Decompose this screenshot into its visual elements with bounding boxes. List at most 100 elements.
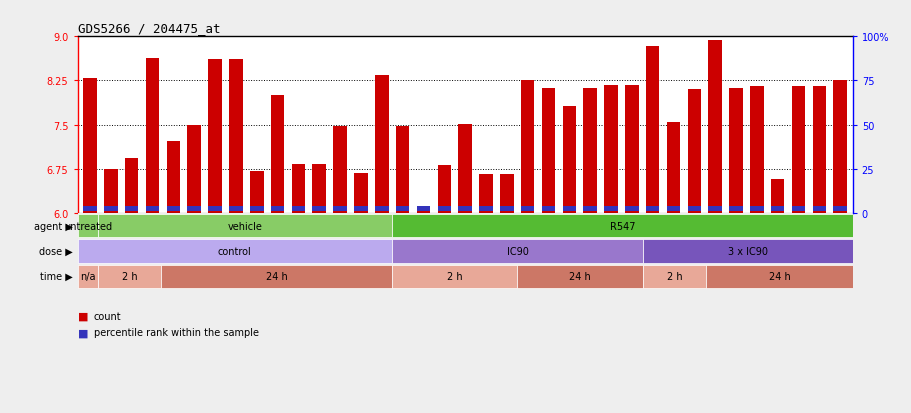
Bar xyxy=(392,265,517,288)
Bar xyxy=(125,159,138,214)
Bar xyxy=(229,206,242,212)
Bar xyxy=(749,206,763,212)
Bar xyxy=(271,95,284,214)
Bar xyxy=(98,265,161,288)
Text: 3 x IC90: 3 x IC90 xyxy=(727,246,767,256)
Bar xyxy=(353,173,367,214)
Bar xyxy=(83,79,97,214)
Bar xyxy=(583,89,597,214)
Text: GDS5266 / 204475_at: GDS5266 / 204475_at xyxy=(77,21,220,35)
Bar xyxy=(146,206,159,212)
Bar xyxy=(645,206,659,212)
Text: ■: ■ xyxy=(77,311,88,321)
Bar xyxy=(642,240,852,263)
Text: percentile rank within the sample: percentile rank within the sample xyxy=(94,328,259,337)
Text: count: count xyxy=(94,311,121,321)
Bar xyxy=(292,206,305,212)
Bar xyxy=(77,214,98,238)
Bar xyxy=(312,206,325,212)
Bar xyxy=(687,206,701,212)
Text: 24 h: 24 h xyxy=(568,271,590,282)
Bar xyxy=(161,265,392,288)
Bar xyxy=(374,206,388,212)
Bar xyxy=(770,179,783,214)
Bar xyxy=(458,206,471,212)
Bar xyxy=(395,127,409,214)
Bar xyxy=(208,206,221,212)
Bar xyxy=(104,169,118,214)
Bar xyxy=(125,206,138,212)
Bar xyxy=(208,59,221,214)
Text: 24 h: 24 h xyxy=(768,271,790,282)
Bar xyxy=(708,206,722,212)
Bar xyxy=(812,206,825,212)
Text: vehicle: vehicle xyxy=(228,221,262,231)
Bar xyxy=(416,209,430,214)
Bar xyxy=(520,81,534,214)
Bar xyxy=(188,206,200,212)
Bar xyxy=(333,127,346,214)
Bar xyxy=(146,59,159,214)
Text: control: control xyxy=(218,246,251,256)
Text: time ▶: time ▶ xyxy=(40,271,73,282)
Text: R547: R547 xyxy=(609,221,634,231)
Bar xyxy=(416,206,430,212)
Bar xyxy=(437,206,451,212)
Bar xyxy=(104,206,118,212)
Bar xyxy=(770,206,783,212)
Bar xyxy=(499,174,513,214)
Bar xyxy=(392,214,852,238)
Bar xyxy=(478,206,492,212)
Text: untreated: untreated xyxy=(64,221,112,231)
Text: 2 h: 2 h xyxy=(122,271,138,282)
Bar xyxy=(705,265,852,288)
Bar xyxy=(687,90,701,214)
Bar xyxy=(478,174,492,214)
Bar xyxy=(458,125,471,214)
Bar xyxy=(624,85,638,214)
Bar xyxy=(749,87,763,214)
Bar xyxy=(250,172,263,214)
Bar xyxy=(666,122,680,214)
Bar xyxy=(353,206,367,212)
Bar xyxy=(312,165,325,214)
Bar xyxy=(250,206,263,212)
Bar xyxy=(541,89,555,214)
Bar xyxy=(395,206,409,212)
Bar xyxy=(604,206,617,212)
Text: 2 h: 2 h xyxy=(446,271,462,282)
Text: agent ▶: agent ▶ xyxy=(34,221,73,231)
Text: dose ▶: dose ▶ xyxy=(39,246,73,256)
Text: n/a: n/a xyxy=(80,271,96,282)
Bar xyxy=(437,165,451,214)
Bar xyxy=(642,265,705,288)
Text: 2 h: 2 h xyxy=(666,271,681,282)
Bar xyxy=(167,206,180,212)
Bar xyxy=(729,89,742,214)
Bar xyxy=(624,206,638,212)
Bar xyxy=(292,165,305,214)
Bar xyxy=(520,206,534,212)
Bar xyxy=(98,214,392,238)
Bar xyxy=(812,87,825,214)
Bar xyxy=(167,141,180,214)
Bar xyxy=(499,206,513,212)
Bar xyxy=(583,206,597,212)
Bar xyxy=(77,240,392,263)
Bar xyxy=(392,240,642,263)
Bar xyxy=(645,47,659,214)
Bar xyxy=(333,206,346,212)
Bar xyxy=(791,87,804,214)
Bar xyxy=(562,107,576,214)
Bar xyxy=(729,206,742,212)
Bar xyxy=(188,126,200,214)
Bar xyxy=(833,206,846,212)
Bar xyxy=(517,265,642,288)
Bar xyxy=(541,206,555,212)
Bar xyxy=(562,206,576,212)
Bar xyxy=(666,206,680,212)
Bar xyxy=(83,206,97,212)
Bar xyxy=(77,265,98,288)
Bar xyxy=(271,206,284,212)
Bar xyxy=(791,206,804,212)
